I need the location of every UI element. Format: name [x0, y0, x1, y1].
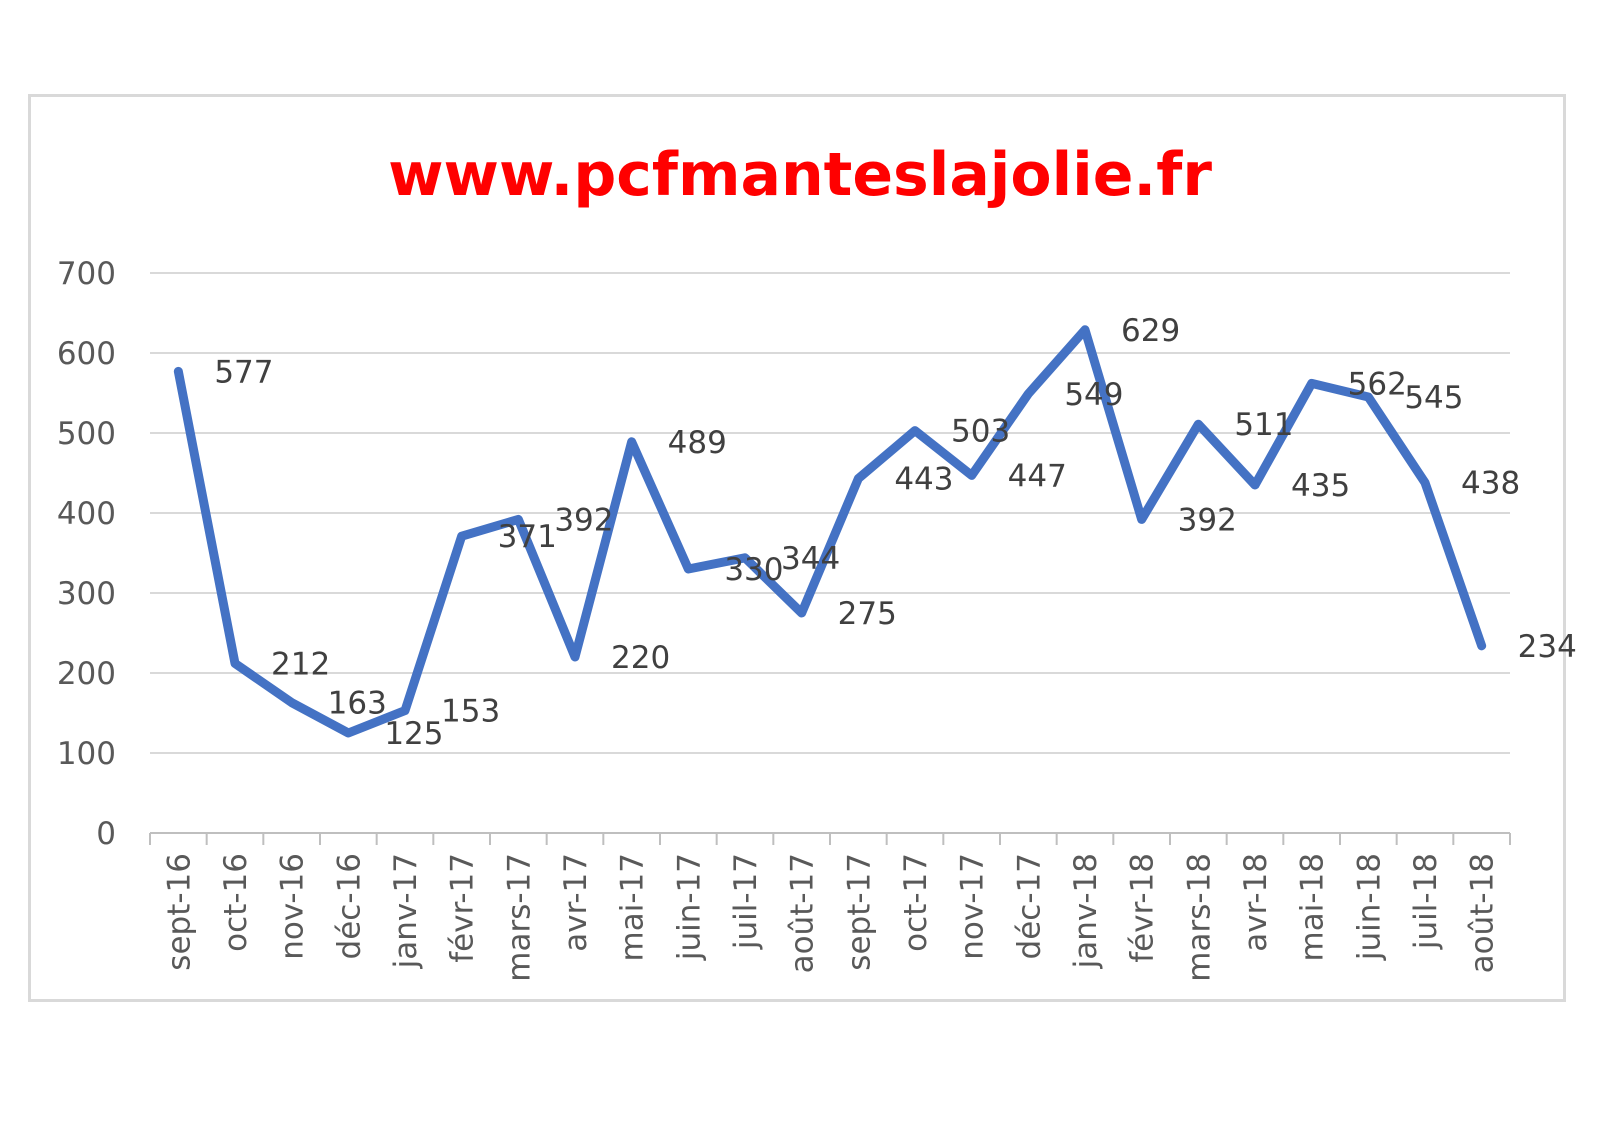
y-tick-label: 500	[57, 416, 116, 452]
data-label: 549	[1064, 377, 1123, 413]
x-tick-label: févr-17	[445, 853, 481, 963]
x-tick-label: nov-17	[955, 853, 991, 960]
data-label: 163	[328, 686, 387, 722]
y-tick-label: 300	[57, 576, 116, 612]
data-label: 220	[611, 640, 670, 676]
y-tick-label: 700	[57, 256, 116, 292]
x-tick-label: févr-18	[1125, 853, 1161, 963]
data-label: 392	[1178, 502, 1237, 538]
x-tick-label: oct-17	[898, 853, 934, 952]
x-tick-label: déc-16	[331, 853, 367, 959]
data-label: 125	[384, 716, 443, 752]
data-label: 438	[1461, 466, 1520, 502]
x-tick-label: sept-16	[161, 853, 197, 971]
data-label: 330	[724, 552, 783, 588]
chart-title: www.pcfmanteslajolie.fr	[388, 140, 1212, 210]
x-tick-label: sept-17	[841, 853, 877, 971]
y-tick-label: 0	[96, 816, 116, 852]
data-label: 447	[1008, 458, 1067, 494]
y-tick-label: 200	[57, 656, 116, 692]
data-label: 435	[1291, 468, 1350, 504]
x-tick-label: janv-17	[388, 853, 424, 969]
data-label: 577	[214, 354, 273, 390]
x-tick-label: mars-17	[501, 853, 537, 982]
data-label: 562	[1348, 366, 1407, 402]
series-line	[173, 325, 1487, 738]
data-label: 371	[498, 519, 557, 555]
data-label: 212	[271, 646, 330, 682]
x-tick-label: juil-17	[728, 853, 764, 950]
y-tick-label: 600	[57, 336, 116, 372]
x-tick-label: déc-17	[1011, 853, 1047, 959]
x-tick-label: août-17	[785, 853, 821, 973]
data-label: 503	[951, 414, 1010, 450]
x-tick-label: avr-18	[1238, 853, 1274, 952]
y-tick-label: 400	[57, 496, 116, 532]
data-label: 443	[894, 462, 953, 498]
x-tick-label: mars-18	[1181, 853, 1217, 982]
chart-frame	[28, 94, 1566, 1002]
data-label: 275	[838, 596, 897, 632]
data-label: 545	[1404, 380, 1463, 416]
x-tick-label: avr-17	[558, 853, 594, 952]
x-tick-label: mai-18	[1295, 853, 1331, 961]
x-tick-label: juin-18	[1351, 853, 1387, 961]
x-tick-label: nov-16	[275, 853, 311, 960]
data-label: 153	[441, 694, 500, 730]
x-tick-label: août-18	[1465, 853, 1501, 973]
y-tick-label: 100	[57, 736, 116, 772]
data-label: 234	[1518, 629, 1577, 665]
x-tick-label: janv-18	[1068, 853, 1104, 969]
data-label: 489	[668, 425, 727, 461]
data-label: 511	[1234, 407, 1293, 443]
x-tick-label: juin-17	[671, 853, 707, 961]
x-tick-label: oct-16	[218, 853, 254, 952]
data-label: 629	[1121, 313, 1180, 349]
data-label: 392	[554, 502, 613, 538]
data-label: 344	[781, 541, 840, 577]
x-tick-label: juil-18	[1408, 853, 1444, 950]
x-tick-label: mai-17	[615, 853, 651, 961]
